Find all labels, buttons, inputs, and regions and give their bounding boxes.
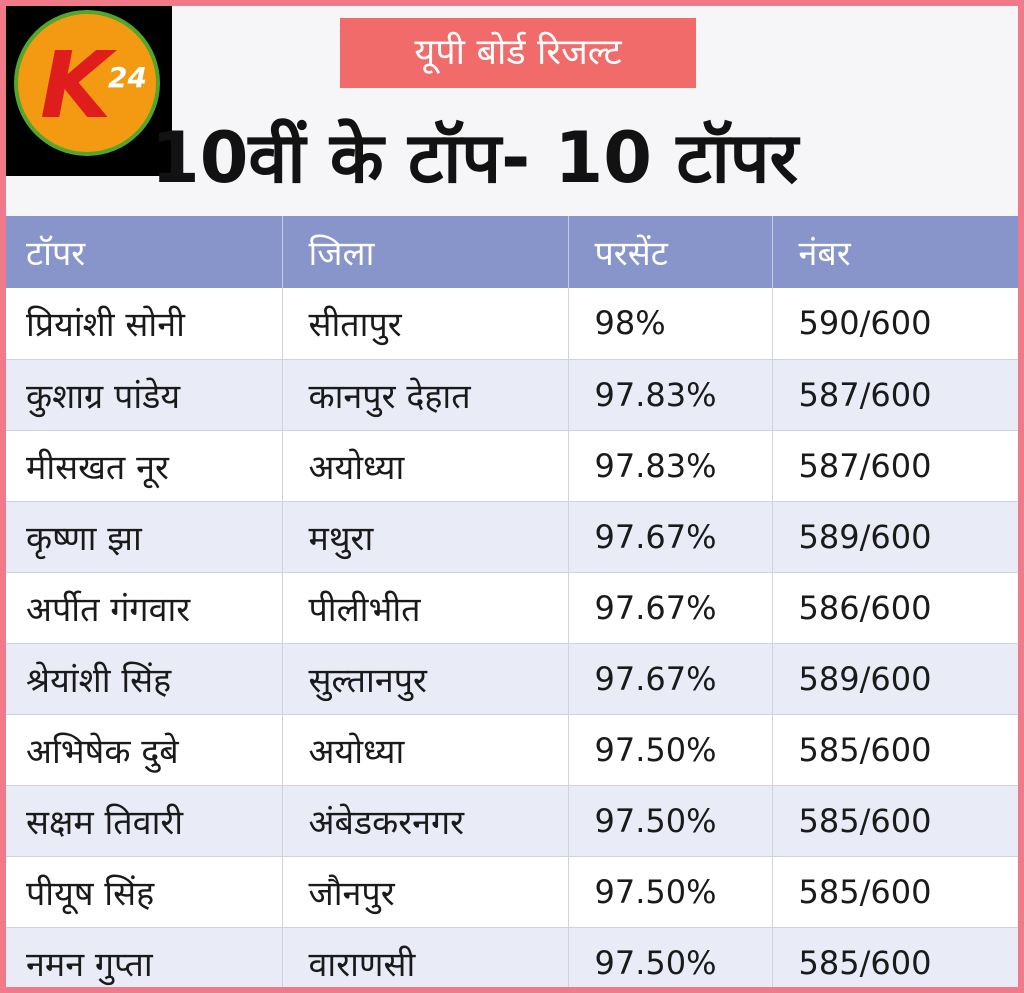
marks-cell: 585/600 [772, 927, 1018, 987]
topper-name-cell: पीयूष सिंह [6, 856, 283, 928]
topper-name-cell: कृष्णा झा [6, 501, 283, 573]
marks-cell: 586/600 [772, 572, 1018, 644]
topper-name-cell: श्रेयांशी सिंह [6, 643, 283, 715]
percent-cell: 97.67% [568, 501, 773, 573]
table-row: अर्पीत गंगवार पीलीभीत 97.67% 586/600 [6, 572, 1018, 644]
toppers-table: टॉपर जिला परसेंट नंबर प्रियांशी सोनी सीता… [6, 216, 1018, 987]
logo-badge: K 24 [6, 6, 172, 176]
table-row: प्रियांशी सोनी सीतापुर 98% 590/600 [6, 288, 1018, 360]
marks-cell: 587/600 [772, 430, 1018, 502]
table-row: मीसखत नूर अयोध्या 97.83% 587/600 [6, 430, 1018, 502]
district-cell: सीतापुर [282, 288, 569, 360]
district-cell: सुल्तानपुर [282, 643, 569, 715]
percent-cell: 98% [568, 288, 773, 360]
percent-cell: 97.67% [568, 572, 773, 644]
percent-cell: 97.83% [568, 359, 773, 431]
logo-letter: K [40, 32, 112, 139]
district-cell: पीलीभीत [282, 572, 569, 644]
table-row: पीयूष सिंह जौनपुर 97.50% 585/600 [6, 856, 1018, 928]
district-cell: मथुरा [282, 501, 569, 573]
header-marks: नंबर [772, 216, 1018, 288]
table-row: श्रेयांशी सिंह सुल्तानपुर 97.67% 589/600 [6, 643, 1018, 715]
header-topper: टॉपर [6, 216, 283, 288]
district-cell: वाराणसी [282, 927, 569, 987]
header-district: जिला [282, 216, 569, 288]
percent-cell: 97.50% [568, 856, 773, 928]
marks-cell: 587/600 [772, 359, 1018, 431]
header-percent: परसेंट [568, 216, 773, 288]
topper-name-cell: कुशाग्र पांडेय [6, 359, 283, 431]
topper-name-cell: अर्पीत गंगवार [6, 572, 283, 644]
table-row: कुशाग्र पांडेय कानपुर देहात 97.83% 587/600 [6, 359, 1018, 431]
percent-cell: 97.67% [568, 643, 773, 715]
topper-name-cell: नमन गुप्ता [6, 927, 283, 987]
district-cell: अयोध्या [282, 430, 569, 502]
percent-cell: 97.50% [568, 927, 773, 987]
page-frame: K 24 यूपी बोर्ड रिजल्ट 10वीं के टॉप- 10 … [6, 6, 1018, 987]
topper-name-cell: सक्षम तिवारी [6, 785, 283, 857]
marks-cell: 589/600 [772, 501, 1018, 573]
marks-cell: 589/600 [772, 643, 1018, 715]
table-row: नमन गुप्ता वाराणसी 97.50% 585/600 [6, 927, 1018, 987]
percent-cell: 97.50% [568, 785, 773, 857]
table-row: कृष्णा झा मथुरा 97.67% 589/600 [6, 501, 1018, 573]
district-cell: अंबेडकरनगर [282, 785, 569, 857]
table-header-row: टॉपर जिला परसेंट नंबर [6, 216, 1018, 288]
district-cell: अयोध्या [282, 714, 569, 786]
k24-logo-icon: K 24 [14, 10, 160, 156]
marks-cell: 590/600 [772, 288, 1018, 360]
percent-cell: 97.83% [568, 430, 773, 502]
page-title: 10वीं के टॉप- 10 टॉपर [151, 117, 799, 199]
marks-cell: 585/600 [772, 785, 1018, 857]
topper-name-cell: मीसखत नूर [6, 430, 283, 502]
topper-name-cell: अभिषेक दुबे [6, 714, 283, 786]
logo-number: 24 [108, 61, 147, 94]
table-row: अभिषेक दुबे अयोध्या 97.50% 585/600 [6, 714, 1018, 786]
result-tag: यूपी बोर्ड रिजल्ट [340, 18, 696, 88]
district-cell: कानपुर देहात [282, 359, 569, 431]
marks-cell: 585/600 [772, 856, 1018, 928]
topper-name-cell: प्रियांशी सोनी [6, 288, 283, 360]
marks-cell: 585/600 [772, 714, 1018, 786]
table-row: सक्षम तिवारी अंबेडकरनगर 97.50% 585/600 [6, 785, 1018, 857]
percent-cell: 97.50% [568, 714, 773, 786]
district-cell: जौनपुर [282, 856, 569, 928]
